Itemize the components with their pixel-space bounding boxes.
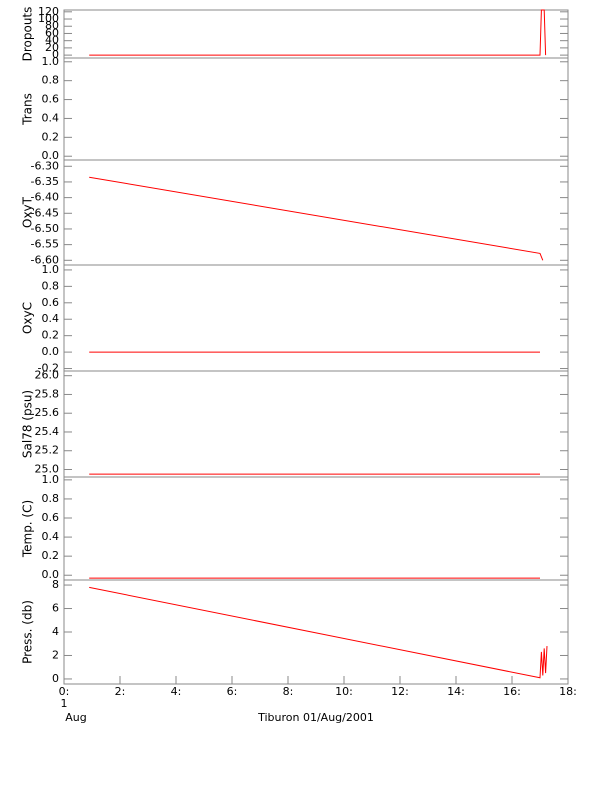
y-axis-label: OxyT (21, 196, 35, 228)
y-tick-label: 0.4 (42, 312, 60, 325)
y-tick-label: -6.45 (31, 206, 59, 219)
x-tick-label: 10: (335, 685, 353, 698)
plot-frame (63, 9, 569, 59)
x-sublabel: 1 (61, 697, 68, 710)
y-tick-label: 0.0 (42, 345, 60, 358)
y-tick-label: 20 (45, 41, 59, 54)
plot-frame (63, 264, 569, 372)
y-tick-label: -6.55 (31, 238, 59, 251)
y-tick-label: 0.6 (42, 93, 60, 106)
x-tick-label: 8: (283, 685, 294, 698)
y-tick-label: 0.2 (42, 329, 60, 342)
y-tick-label: 1.0 (42, 473, 60, 486)
data-line (89, 9, 547, 56)
y-tick-label: 25.2 (35, 444, 60, 457)
y-tick-label: 26.0 (35, 369, 60, 382)
y-tick-label: -6.40 (31, 191, 59, 204)
y-tick-label: 0.8 (42, 74, 60, 87)
y-axis-label: Press. (db) (21, 600, 35, 664)
data-line (89, 586, 548, 679)
y-axis-label: Temp. (C) (21, 500, 35, 558)
y-axis-label: Dropouts (21, 7, 35, 62)
y-tick-label: 25.8 (35, 387, 60, 400)
x-tick-label: 4: (171, 685, 182, 698)
plot-frame (63, 476, 569, 581)
plot-frame (63, 159, 569, 266)
y-axis-label: Sal78 (psu) (21, 390, 35, 458)
y-tick-label: 0.2 (42, 549, 60, 562)
y-tick-label: 0 (52, 672, 59, 685)
y-tick-label: 25.6 (35, 406, 60, 419)
y-tick-label: 2 (52, 648, 59, 661)
y-tick-label: 100 (38, 12, 59, 25)
x-tick-label: 16: (503, 685, 521, 698)
x-tick-label: 14: (447, 685, 465, 698)
y-axis-label: OxyC (21, 302, 35, 334)
y-tick-label: 0.8 (42, 279, 60, 292)
x-tick-label: 0: (59, 685, 70, 698)
y-tick-label: 6 (52, 602, 59, 615)
y-tick-label: 0.6 (42, 511, 60, 524)
y-tick-label: -0.2 (38, 362, 59, 375)
y-tick-label: -6.50 (31, 222, 59, 235)
x-tick-label: 2: (115, 685, 126, 698)
x-tick-label: 12: (391, 685, 409, 698)
y-tick-label: 1.0 (42, 55, 60, 68)
y-tick-label: -6.30 (31, 159, 59, 172)
y-tick-label: 4 (52, 625, 59, 638)
y-tick-label: 25.4 (35, 425, 60, 438)
y-tick-label: 0 (52, 48, 59, 61)
y-tick-label: 40 (45, 34, 59, 47)
x-axis-label: Tiburon 01/Aug/2001 (257, 711, 374, 724)
x-tick-label: 18: (559, 685, 577, 698)
data-line (89, 176, 544, 261)
x-sublabel: Aug (65, 711, 86, 724)
y-tick-label: -6.60 (31, 253, 59, 266)
y-axis-label: Trans (21, 93, 35, 126)
y-tick-label: 0.0 (42, 149, 60, 162)
y-tick-label: 0.4 (42, 111, 60, 124)
y-tick-label: 0.6 (42, 296, 60, 309)
y-tick-label: 120 (38, 5, 59, 18)
x-tick-label: 6: (227, 685, 238, 698)
plot-frame (63, 370, 569, 478)
plot-frame (63, 57, 569, 161)
y-tick-label: 1.0 (42, 263, 60, 276)
y-tick-label: 80 (45, 19, 59, 32)
y-tick-label: 25.0 (35, 462, 60, 475)
y-tick-label: -6.35 (31, 175, 59, 188)
y-tick-label: 8 (52, 578, 59, 591)
y-tick-label: 0.0 (42, 568, 60, 581)
y-tick-label: 0.8 (42, 492, 60, 505)
y-tick-label: 0.4 (42, 530, 60, 543)
y-tick-label: 60 (45, 26, 59, 39)
y-tick-label: 0.2 (42, 130, 60, 143)
